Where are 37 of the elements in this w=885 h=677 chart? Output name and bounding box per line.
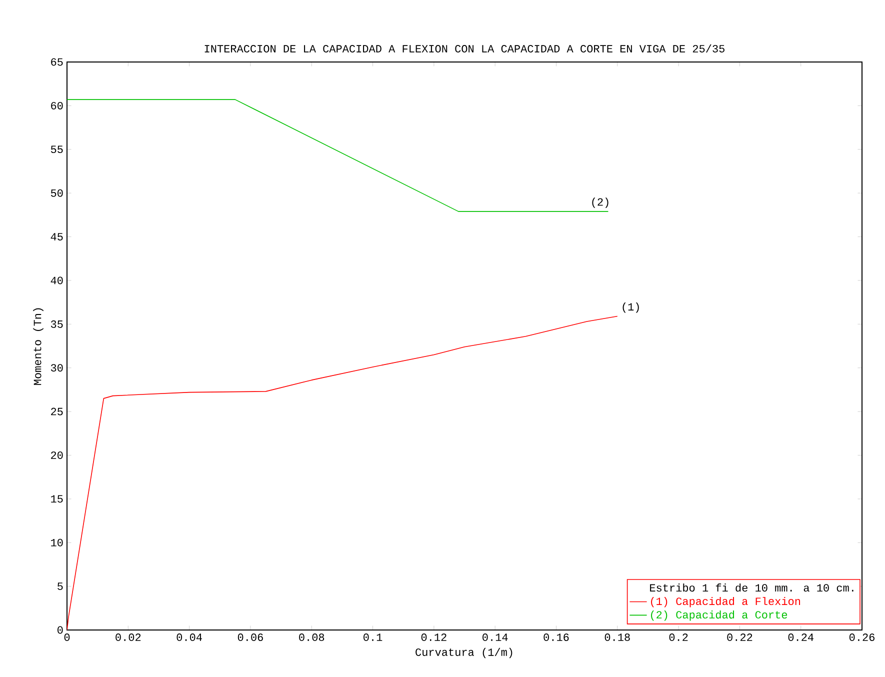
y-tick-label: 45 xyxy=(50,233,63,240)
y-tick-label: 0 xyxy=(58,626,63,634)
y-tick-label: 50 xyxy=(50,189,63,197)
chart-title: INTERACCION DE LA CAPACIDAD A FLEXION CON LA CAPACIDAD A CORTE EN VIGA DE 25/35 xyxy=(204,44,724,52)
x-tick-label: 0.14 xyxy=(482,634,508,641)
y-tick-label: 30 xyxy=(50,364,63,372)
annotation: (1) xyxy=(622,302,639,313)
y-tick-label: 5 xyxy=(58,582,63,590)
x-tick-label: 0.2 xyxy=(669,634,688,641)
y-tick-label: 15 xyxy=(51,495,63,503)
x-tick-label: 0.04 xyxy=(176,634,202,641)
x-tick-label: 0.22 xyxy=(727,634,752,641)
legend-title: Estribo 1 fi de 10 mm. a 10 cm. xyxy=(650,584,854,592)
y-tick-label: 40 xyxy=(50,276,63,284)
x-tick-label: 0 xyxy=(64,634,70,641)
x-tick-label: 0.12 xyxy=(421,634,446,641)
y-tick-label: 35 xyxy=(50,320,63,328)
x-tick-label: 0.08 xyxy=(299,634,324,641)
legend-label: (2) Capacidad a Corte xyxy=(651,610,788,621)
y-axis-title: Momento (Tn) xyxy=(33,308,44,385)
line-series xyxy=(67,316,618,630)
x-axis-title: Curvatura (1/m) xyxy=(416,648,512,658)
x-tick-label: 0.26 xyxy=(849,634,874,641)
x-tick-label: 0.24 xyxy=(788,634,814,641)
x-tick-label: 0.06 xyxy=(238,634,263,641)
y-tick-label: 60 xyxy=(51,102,63,110)
y-tick-label: 20 xyxy=(51,452,63,459)
y-tick-label: 65 xyxy=(51,58,63,66)
x-tick-label: 0.16 xyxy=(544,634,569,641)
y-tick-label: 25 xyxy=(51,408,63,416)
y-tick-label: 10 xyxy=(51,538,63,546)
annotation: (2) xyxy=(592,198,608,208)
x-tick-label: 0.1 xyxy=(364,634,382,641)
legend-label: (1) Capacidad a Flexion xyxy=(651,596,800,608)
y-tick-label: 55 xyxy=(50,146,63,154)
x-tick-label: 0.02 xyxy=(116,634,141,641)
x-tick-label: 0.18 xyxy=(604,634,630,641)
